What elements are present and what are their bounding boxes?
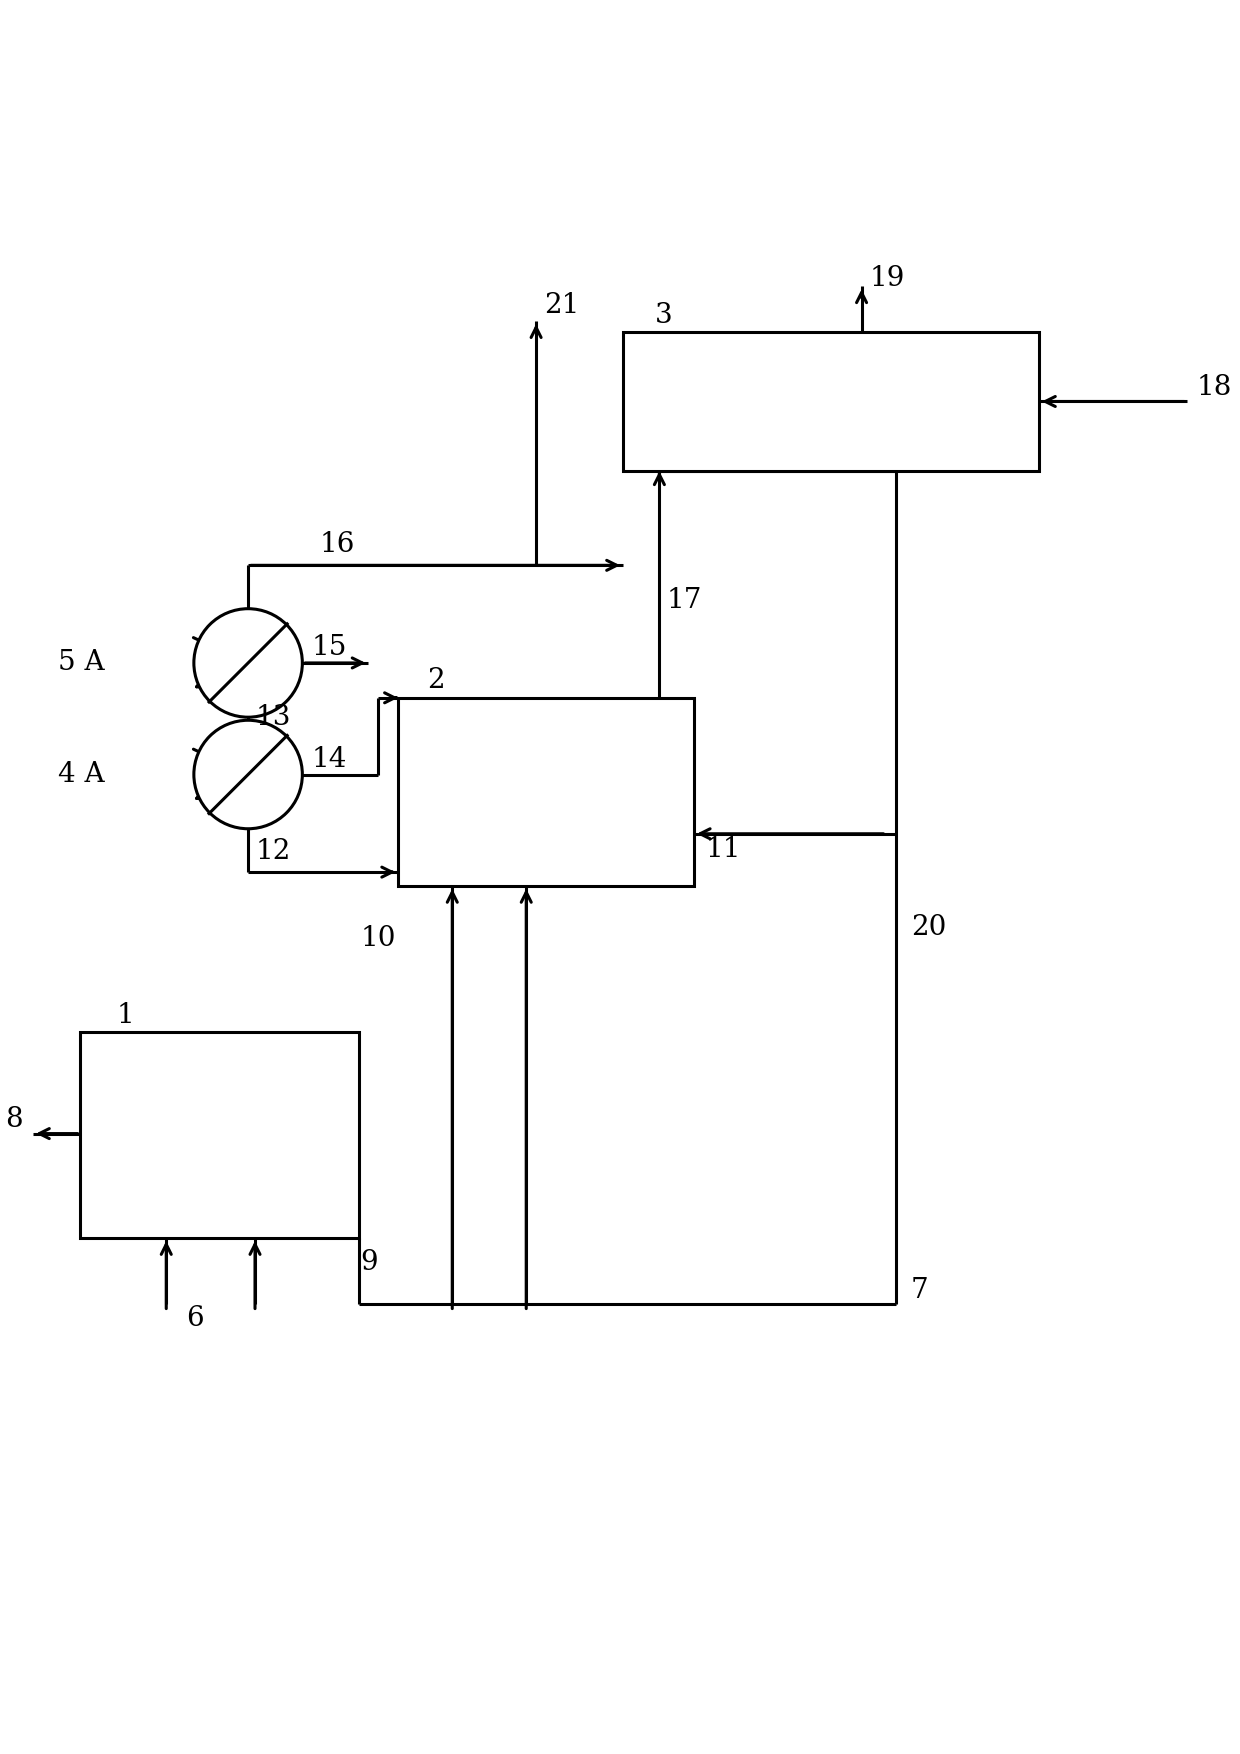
Text: 7: 7 — [911, 1277, 929, 1303]
Text: 12: 12 — [255, 838, 291, 865]
Circle shape — [193, 721, 303, 828]
Text: 3: 3 — [655, 302, 672, 330]
Circle shape — [193, 609, 303, 717]
Text: 16: 16 — [319, 531, 355, 558]
Bar — [81, 1033, 358, 1238]
Text: 11: 11 — [706, 837, 742, 863]
Text: 15: 15 — [311, 635, 347, 661]
Text: 2: 2 — [428, 667, 445, 695]
Text: 10: 10 — [361, 924, 396, 952]
Text: 19: 19 — [869, 265, 905, 291]
Text: 21: 21 — [544, 293, 579, 319]
Text: 17: 17 — [666, 586, 702, 614]
Text: 8: 8 — [6, 1107, 24, 1133]
Bar — [398, 698, 694, 886]
Text: 14: 14 — [311, 745, 347, 774]
Text: 13: 13 — [255, 703, 291, 731]
Text: 6: 6 — [186, 1305, 203, 1331]
Text: 20: 20 — [911, 914, 946, 942]
Text: 4 A: 4 A — [58, 761, 104, 788]
Text: 5 A: 5 A — [58, 649, 104, 677]
Text: 1: 1 — [117, 1002, 135, 1028]
Text: 9: 9 — [361, 1249, 378, 1277]
Bar — [622, 332, 1039, 472]
Text: 18: 18 — [1197, 374, 1233, 402]
